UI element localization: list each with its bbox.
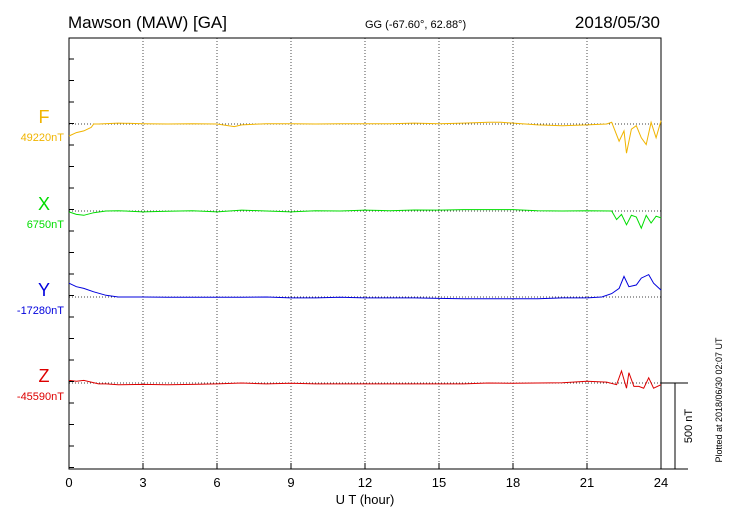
series-name-z: Z [39, 366, 50, 386]
series-baseline-x: 6750nT [27, 219, 65, 231]
series-name-f: F [39, 107, 50, 127]
coordinates-label: GG (-67.60°, 62.88°) [365, 19, 466, 31]
series-line-f [68, 120, 662, 154]
x-tick-label: 3 [139, 475, 146, 490]
x-tick-label: 24 [654, 475, 668, 490]
series-line-z [68, 369, 662, 389]
series-name-y: Y [38, 280, 50, 300]
x-axis-title: U T (hour) [336, 492, 395, 507]
series-line-y [68, 273, 662, 300]
x-tick-label: 6 [213, 475, 220, 490]
grid-layer [142, 38, 588, 469]
x-tick-label: 18 [506, 475, 520, 490]
scale-bar: 500 nT [661, 382, 695, 470]
x-tick-label: 0 [65, 475, 72, 490]
series-name-x: X [38, 194, 50, 214]
x-tick-label: 15 [432, 475, 446, 490]
plotted-timestamp: Plotted at 2018/06/30 02:07 UT [714, 337, 724, 463]
scale-bar-label: 500 nT [683, 409, 695, 444]
x-tick-label: 12 [358, 475, 372, 490]
series-baseline-z: -45590nT [17, 391, 64, 403]
series-line-x [68, 209, 662, 230]
series-layer [68, 120, 662, 389]
series-baseline-f: 49220nT [21, 132, 65, 144]
x-tick-label: 9 [287, 475, 294, 490]
tick-layer: 0 3 6 9 12 15 18 21 24 [65, 58, 668, 490]
x-tick-label: 21 [580, 475, 594, 490]
series-baseline-y: -17280nT [17, 305, 64, 317]
date-label: 2018/05/30 [575, 13, 660, 32]
station-title: Mawson (MAW) [GA] [68, 13, 227, 32]
label-layer: F 49220nT X 6750nT Y -17280nT Z -45590nT [17, 107, 64, 403]
